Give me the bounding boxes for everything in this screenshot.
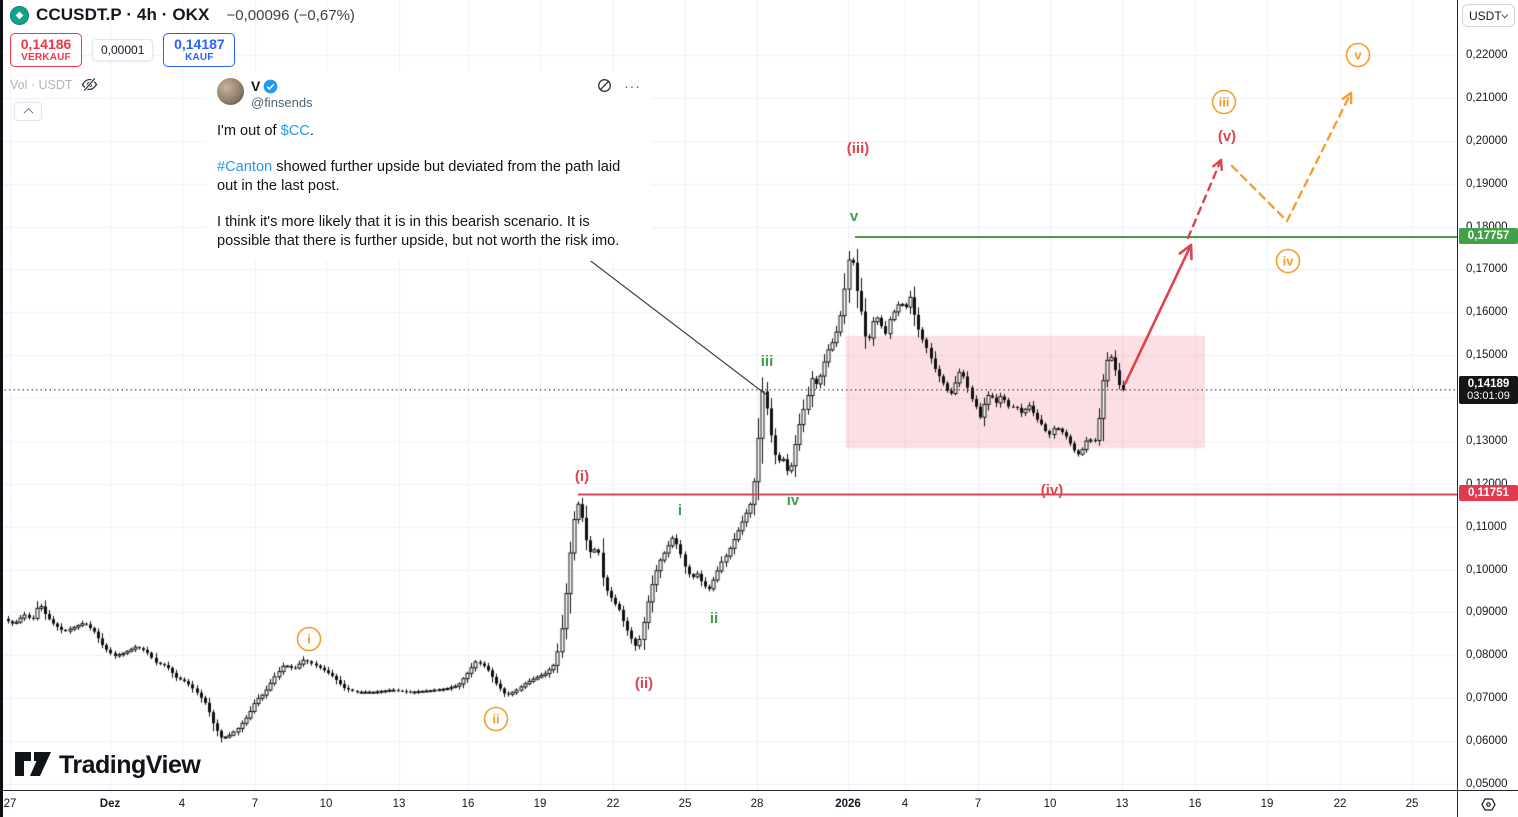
price-tick-label: 0,07000 — [1466, 692, 1508, 705]
sell-button[interactable]: 0,14186 VERKAUF — [10, 33, 82, 67]
sell-price: 0,14186 — [20, 36, 72, 53]
legend-collapse-button[interactable] — [14, 102, 42, 121]
price-tick-label: 0,08000 — [1466, 649, 1508, 662]
time-tick-label: 10 — [1043, 798, 1057, 810]
tweet-overlay: V @finsends ··· I'm out of $CC. #Canton s… — [207, 72, 651, 261]
time-tick-label: 4 — [178, 798, 186, 810]
price-tick-label: 0,22000 — [1466, 49, 1508, 61]
currency-selector[interactable]: USDT — [1462, 4, 1515, 27]
price-axis[interactable]: USDT 0,22000 0,21000 0,20000 0,19000 0,18000… — [1457, 0, 1518, 790]
chevron-down-icon — [1501, 11, 1509, 19]
price-tick-label: 0,05000 — [1466, 777, 1508, 790]
time-tick-label: 19 — [533, 798, 547, 810]
price-tick-label: 0,19000 — [1466, 177, 1508, 190]
axis-corner-cell[interactable] — [1457, 790, 1518, 817]
price-tick-label: 0,15000 — [1466, 349, 1508, 362]
spread-value: 0,00001 — [92, 39, 154, 61]
tweet-link[interactable]: #Canton — [217, 159, 273, 175]
window-edge-strip — [0, 0, 3, 817]
price-tick-label: 0,10000 — [1466, 563, 1508, 576]
tweet-text-segment: I'm out of — [217, 123, 281, 139]
tweet-text-segment: I think it's more likely that it is in t… — [217, 214, 620, 249]
more-options-icon[interactable]: ··· — [624, 77, 641, 94]
time-axis[interactable]: 27 Dez 4 7 10 13 16 19 22 25 28 2026 4 7 10 13 16 19 22 25 — [0, 790, 1457, 817]
time-tick-label: 7 — [974, 798, 982, 810]
tweet-link[interactable]: $CC — [280, 123, 310, 139]
time-tick-label: 22 — [606, 798, 620, 810]
tradingview-watermark-text: TradingView — [59, 751, 201, 779]
time-tick-label: 25 — [678, 798, 692, 810]
eye-off-icon[interactable] — [81, 77, 98, 92]
last-price-tag: 0,14189 03:01:09 — [1459, 375, 1518, 404]
time-tick-label: 4 — [901, 798, 909, 810]
sell-label: VERKAUF — [21, 52, 71, 64]
time-tick-label: 25 — [1405, 798, 1419, 810]
price-tick-label: 0,20000 — [1466, 134, 1508, 147]
price-tick-label: 0,11000 — [1466, 520, 1507, 533]
buy-label: KAUF — [185, 52, 214, 64]
volume-study-label[interactable]: Vol · USDT — [10, 77, 73, 92]
price-tick-label: 0,16000 — [1466, 306, 1508, 319]
tweet-author-name[interactable]: V — [251, 78, 261, 94]
symbol-title[interactable]: CCUSDT.P · 4h · OKX — [36, 5, 210, 24]
time-tick-label: 13 — [392, 798, 406, 810]
time-tick-label: 2026 — [835, 798, 861, 810]
time-tick-label: Dez — [99, 798, 121, 810]
tweet-text-segment: . — [309, 123, 314, 139]
tweet-author-handle[interactable]: @finsends — [251, 95, 313, 110]
time-tick-label: 16 — [461, 798, 475, 810]
time-tick-label: 19 — [1260, 798, 1274, 810]
chevron-up-icon — [23, 107, 33, 118]
verified-badge-icon — [263, 79, 278, 93]
tweet-avatar[interactable] — [217, 78, 244, 105]
price-change: −0,00096 (−0,67%) — [226, 6, 355, 24]
mute-icon[interactable] — [597, 78, 612, 93]
price-tick-label: 0,17000 — [1466, 263, 1508, 276]
tweet-text-segment: showed further upside but deviated from … — [217, 159, 621, 194]
currency-selector-label: USDT — [1469, 8, 1502, 23]
scale-settings-icon — [1480, 797, 1496, 811]
level-price-tag: 0,11751 — [1459, 485, 1518, 502]
level-price-tag: 0,17757 — [1459, 227, 1518, 244]
time-tick-label: 27 — [3, 798, 17, 810]
tradingview-logo-icon — [15, 751, 51, 776]
time-tick-label: 22 — [1333, 798, 1347, 810]
symbol-logo-icon: ◆ — [10, 5, 29, 25]
price-tick-label: 0,21000 — [1466, 91, 1508, 104]
tradingview-watermark: TradingView — [15, 751, 201, 780]
time-tick-label: 28 — [750, 798, 764, 810]
time-tick-label: 7 — [251, 798, 259, 810]
price-tick-label: 0,09000 — [1466, 606, 1508, 619]
time-tick-label: 10 — [319, 798, 333, 810]
tweet-text: I'm out of $CC. #Canton showed further up… — [217, 122, 641, 251]
buy-price: 0,14187 — [174, 36, 225, 53]
time-tick-label: 16 — [1188, 798, 1202, 810]
price-tick-label: 0,13000 — [1466, 434, 1508, 447]
symbol-legend: ◆ CCUSDT.P · 4h · OKX −0,00096 (−0,67%) … — [10, 5, 355, 121]
buy-button[interactable]: 0,14187 KAUF — [163, 33, 236, 67]
time-tick-label: 13 — [1115, 798, 1129, 810]
price-tick-label: 0,06000 — [1466, 735, 1508, 748]
